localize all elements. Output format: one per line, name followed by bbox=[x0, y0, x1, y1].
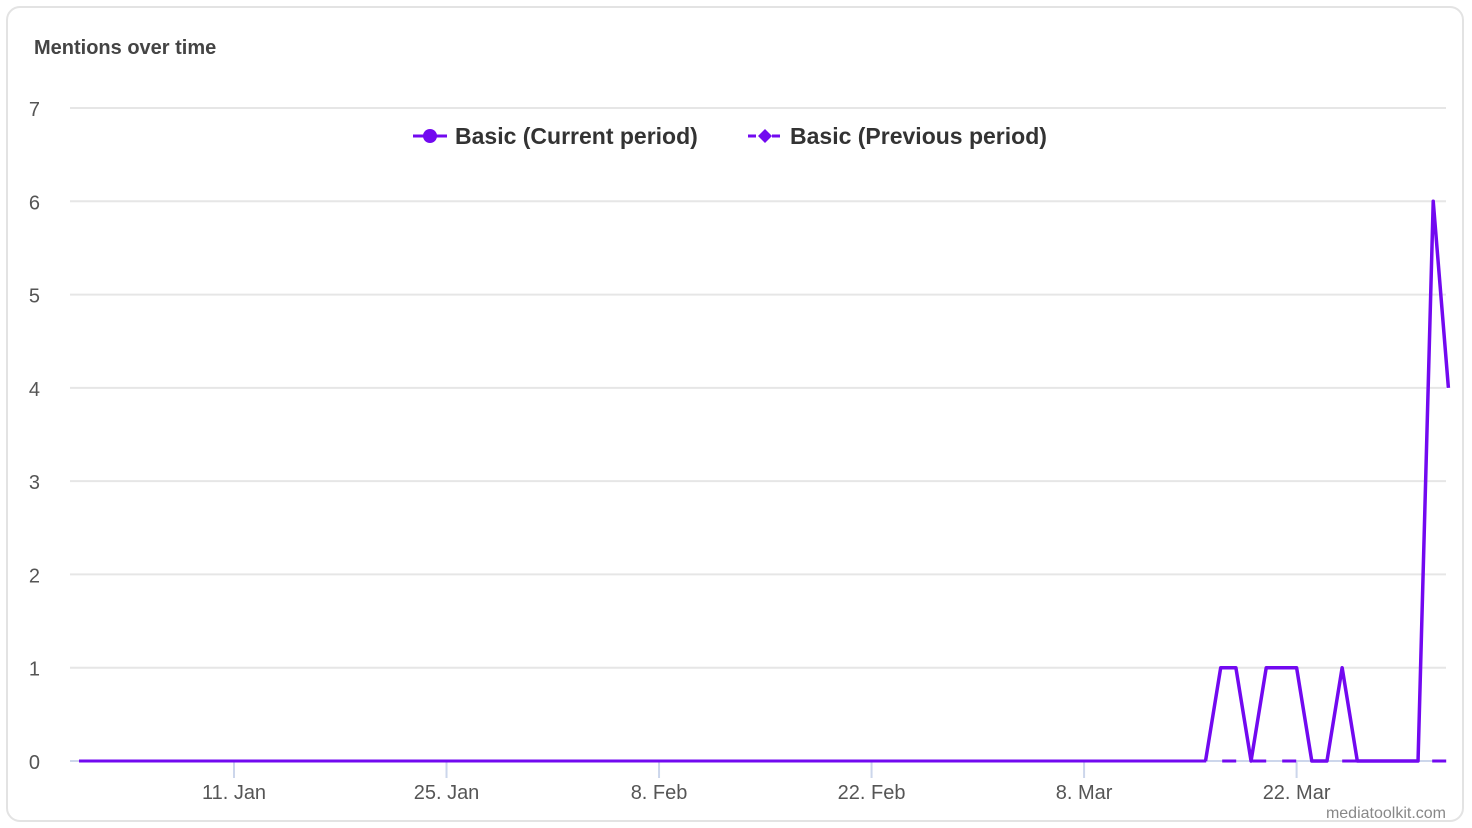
y-tick-label: 5 bbox=[29, 286, 40, 308]
chart-card bbox=[6, 6, 1464, 822]
y-tick-label: 0 bbox=[29, 752, 40, 774]
legend-label-previous: Basic (Previous period) bbox=[790, 122, 1047, 149]
y-tick-label: 6 bbox=[29, 192, 40, 214]
y-tick-label: 4 bbox=[29, 379, 40, 401]
x-tick-label: 8. Feb bbox=[631, 782, 688, 804]
x-tick-label: 25. Jan bbox=[414, 782, 480, 804]
x-tick-label: 22. Feb bbox=[838, 782, 906, 804]
legend-item-current[interactable]: Basic (Current period) bbox=[413, 120, 698, 152]
series-line-current bbox=[1203, 199, 1451, 763]
chart-title: Mentions over time bbox=[34, 37, 217, 59]
y-tick-label: 2 bbox=[29, 565, 40, 587]
y-tick-label: 7 bbox=[29, 99, 40, 121]
legend-label-current: Basic (Current period) bbox=[455, 122, 698, 149]
x-tick-label: 22. Mar bbox=[1263, 782, 1331, 804]
legend-item-previous[interactable]: Basic (Previous period) bbox=[748, 120, 1047, 152]
chart-legend: Basic (Current period) Basic (Previous p… bbox=[0, 120, 1472, 152]
legend-marker-diamond-icon bbox=[748, 129, 782, 143]
x-tick-label: 11. Jan bbox=[202, 782, 266, 804]
y-tick-label: 3 bbox=[29, 472, 40, 494]
y-tick-label: 1 bbox=[29, 659, 40, 681]
credit-link[interactable]: mediatoolkit.com bbox=[1325, 805, 1446, 822]
x-tick-label: 8. Mar bbox=[1056, 782, 1113, 804]
legend-marker-circle-icon bbox=[413, 129, 447, 143]
